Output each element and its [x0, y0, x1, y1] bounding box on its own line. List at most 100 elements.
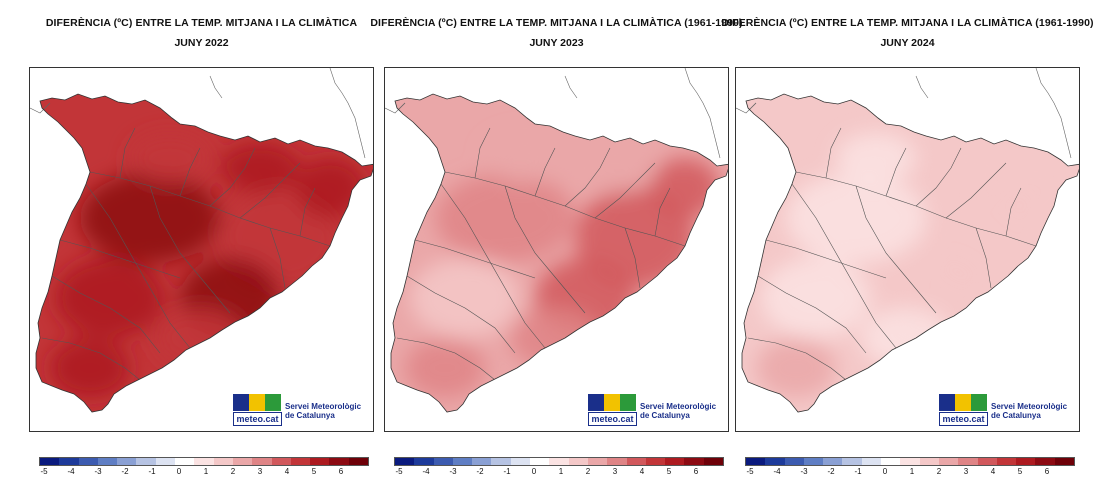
legend-swatch [59, 458, 79, 465]
country-border [329, 68, 366, 159]
map-frame: meteo.cat Servei Meteorològic de Catalunya [384, 67, 729, 432]
county-border [179, 147, 201, 197]
county-border [85, 183, 191, 349]
logo-line2: de Catalunya [640, 411, 690, 420]
legend-swatch [40, 458, 60, 465]
legend-swatch [1035, 458, 1055, 465]
catalonia-map [736, 68, 1079, 413]
county-border [915, 94, 929, 99]
county-border [41, 337, 141, 381]
county-border [855, 185, 937, 314]
county-border [825, 127, 842, 179]
legend-tick-label: -4 [67, 467, 75, 476]
county-border [440, 183, 546, 349]
county-border [329, 94, 366, 159]
legend-swatch [194, 458, 214, 465]
county-border [757, 275, 867, 354]
legend-tick-label: -4 [773, 467, 781, 476]
color-legend: -5 -4 -3 -2 -1 0 1 2 3 4 5 6 [394, 457, 724, 487]
legend-swatch [861, 458, 882, 465]
legend-swatch [232, 458, 253, 465]
panel-subtitle: JUNY 2024 [880, 37, 935, 49]
legend-swatch [433, 458, 453, 465]
catalonia-map [385, 68, 728, 413]
legend-swatch [977, 458, 997, 465]
legend-swatch [823, 458, 843, 465]
logo-caption: Servei Meteorològic de Catalunya [285, 402, 361, 420]
county-border [504, 185, 586, 314]
legend-swatch [213, 458, 233, 465]
anomaly-patch [80, 173, 220, 263]
legend-tick-label: -2 [827, 467, 835, 476]
country-border [1035, 68, 1072, 159]
legend-swatch [703, 458, 724, 465]
legend-swatch [881, 458, 901, 465]
logo-wordmark: meteo.cat [588, 412, 637, 426]
legend-swatch [271, 458, 291, 465]
legend-tick-label: 3 [963, 467, 969, 476]
legend-tick-label: 3 [257, 467, 263, 476]
country-border [564, 75, 578, 99]
legend-tick-label: 4 [284, 467, 290, 476]
map-panel-2023: DIFERÈNCIA (ºC) ENTRE LA TEMP. MITJANA I… [370, 0, 742, 497]
county-border [414, 239, 536, 279]
legend-tick-label: 6 [1044, 467, 1050, 476]
legend-swatch [1016, 458, 1036, 465]
country-border [209, 75, 223, 99]
legend-tick-label: 1 [203, 467, 209, 476]
legend-swatch [155, 458, 176, 465]
legend-swatch [746, 458, 766, 465]
logo-mark: meteo.cat [588, 394, 637, 428]
anomaly-patch [650, 158, 720, 218]
county-border [915, 147, 962, 207]
legend-swatch [784, 458, 804, 465]
legend-tick-label: 2 [585, 467, 591, 476]
legend-swatch [900, 458, 920, 465]
legend-tick-label: -2 [476, 467, 484, 476]
legend-tick-label: 0 [531, 467, 537, 476]
panel-title: DIFERÈNCIA (ºC) ENTRE LA TEMP. MITJANA I… [45, 17, 358, 29]
legend-swatch [765, 458, 785, 465]
legend-swatch [842, 458, 862, 465]
country-border [684, 68, 721, 159]
anomaly-patch [130, 133, 210, 183]
legend-swatch [395, 458, 415, 465]
legend-swatch [329, 458, 349, 465]
legend-swatch [549, 458, 569, 465]
legend-swatch [414, 458, 434, 465]
legend-swatch [78, 458, 98, 465]
legend-swatch [117, 458, 137, 465]
logo-mark: meteo.cat [939, 394, 988, 428]
meteocat-logo: meteo.cat Servei Meteorològic de Catalunya [233, 394, 361, 428]
meteocat-logo: meteo.cat Servei Meteorològic de Catalunya [588, 394, 716, 428]
legend-swatch [97, 458, 118, 465]
county-border [564, 147, 611, 207]
legend-tick-label: 2 [230, 467, 236, 476]
country-border [30, 102, 51, 114]
legend-swatch [665, 458, 685, 465]
panel-subtitle: JUNY 2022 [174, 37, 229, 49]
legend-swatch [252, 458, 272, 465]
county-border [269, 227, 286, 289]
anomaly-patch [55, 258, 165, 338]
legend-swatch [803, 458, 824, 465]
legend-tick-label: -3 [94, 467, 102, 476]
legend-tick-label: -1 [148, 467, 156, 476]
county-border [406, 275, 516, 354]
legend-color-bar [745, 457, 1075, 466]
county-border [684, 94, 721, 159]
legend-tick-label: 6 [338, 467, 344, 476]
legend-swatch [472, 458, 492, 465]
county-border [239, 162, 301, 219]
county-border [474, 127, 491, 179]
panel-subtitle: JUNY 2023 [529, 37, 584, 49]
legend-swatch [510, 458, 531, 465]
county-border [209, 147, 256, 207]
county-border [59, 239, 181, 279]
coastline-outline [741, 93, 1079, 413]
legend-swatch [491, 458, 511, 465]
legend-tick-label: -1 [503, 467, 511, 476]
legend-tick-label: -5 [40, 467, 48, 476]
legend-tick-label: 1 [558, 467, 564, 476]
coastline-outline [35, 93, 373, 413]
